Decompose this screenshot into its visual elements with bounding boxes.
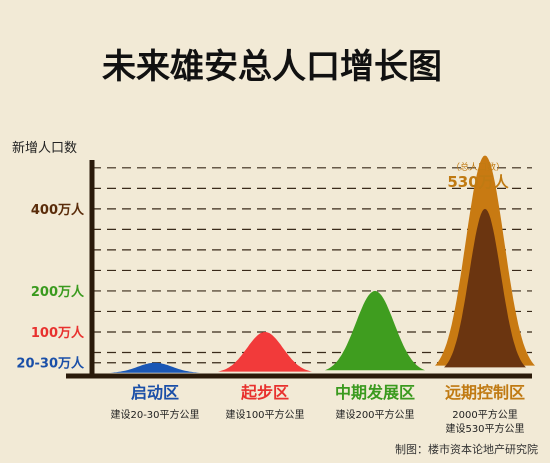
credit-text: 制图：楼市资本论地产研究院 — [395, 442, 538, 456]
category-desc: 建设530平方公里 — [445, 422, 524, 435]
category-desc: 建设20-30平方公里 — [110, 408, 199, 421]
annotation-small: （总人口数） — [451, 161, 505, 173]
category-name: 中期发展区 — [335, 383, 415, 402]
annotation-value: 530万人 — [447, 173, 509, 191]
area-1 — [110, 362, 200, 373]
category-name: 起步区 — [240, 383, 289, 402]
y-tick-label: 200万人 — [31, 284, 85, 300]
chart-title: 未来雄安总人口增长图 — [102, 47, 442, 87]
y-tick-labels: 20-30万人 100万人 200万人 400万人 — [16, 202, 85, 372]
chart-marks — [110, 155, 535, 373]
total-annotation: （总人口数） 530万人 — [447, 161, 509, 191]
category-name: 启动区 — [131, 383, 179, 402]
y-tick-label: 20-30万人 — [16, 356, 85, 372]
category-desc: 建设100平方公里 — [225, 408, 304, 421]
y-tick-label: 100万人 — [31, 325, 85, 341]
category-desc: 2000平方公里 — [452, 408, 517, 421]
axes — [66, 160, 532, 379]
y-axis-label: 新增人口数 — [12, 140, 77, 156]
category-name: 远期控制区 — [445, 383, 525, 402]
category-desc: 建设200平方公里 — [335, 408, 414, 421]
area-3 — [325, 290, 425, 371]
y-tick-label: 400万人 — [31, 202, 85, 218]
area-2 — [218, 332, 312, 372]
area-inner-4 — [444, 208, 526, 368]
